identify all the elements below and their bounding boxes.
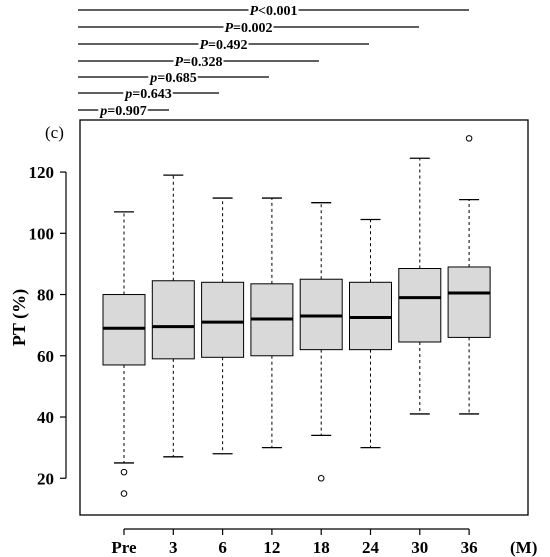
x-tick-label: 6 (218, 538, 227, 557)
x-axis: Pre 3 6 12 18 24 30 36 (111, 528, 478, 557)
comparison-12: p=0.685 (78, 71, 269, 86)
iqr-box (151, 280, 195, 360)
x-tick-label: 3 (169, 538, 178, 557)
p-value-label: P<0.001 (249, 4, 297, 19)
y-tick-label: 100 (29, 224, 55, 243)
box-24 (349, 218, 392, 449)
box-30 (398, 157, 442, 415)
x-tick-label: 12 (263, 538, 280, 557)
iqr-box (349, 281, 392, 351)
iqr-box (398, 268, 442, 343)
box-3 (151, 174, 195, 458)
x-tick-label: 24 (362, 538, 380, 557)
box-36 (447, 135, 491, 415)
p-value-label: p=0.643 (124, 87, 171, 102)
p-value-bg (223, 23, 274, 34)
comparison-6: p=0.643 (78, 87, 219, 102)
y-tick-label: 40 (37, 408, 54, 427)
outlier-point (317, 474, 325, 482)
comparison-lines: P<0.001 P=0.002 P=0.492 P=0.328p=0.685p=0.6… (78, 4, 469, 119)
iqr-box (102, 294, 146, 366)
p-value-label: p=0.907 (99, 104, 146, 119)
p-value-bg (98, 106, 148, 117)
iqr-box (447, 266, 491, 338)
p-value-bg (248, 6, 299, 17)
x-tick-label: 30 (411, 538, 428, 557)
p-value-label: P=0.328 (174, 55, 222, 70)
box-12 (250, 197, 294, 449)
y-tick-label: 120 (29, 163, 55, 182)
y-tick-label: 20 (37, 469, 54, 488)
x-tick-label: Pre (111, 538, 137, 557)
comparison-18: P=0.328 (78, 55, 319, 70)
panel-label: (c) (45, 123, 64, 142)
y-tick-label: 80 (37, 286, 54, 305)
comparison-3: p=0.907 (78, 104, 169, 119)
plot-frame (79, 119, 529, 516)
outlier-point (120, 468, 128, 476)
comparison-24: P=0.492 (78, 38, 369, 53)
y-axis-label: PT (%) (9, 289, 30, 346)
outlier-point (120, 490, 128, 497)
x-axis-unit: (M) (510, 538, 537, 557)
x-tick-label: 18 (313, 538, 330, 557)
p-value-bg (123, 89, 173, 100)
x-tick-label: 36 (461, 538, 478, 557)
boxes (102, 135, 491, 497)
box-6 (201, 197, 245, 455)
p-value-label: P=0.002 (224, 21, 272, 36)
iqr-box (299, 278, 343, 351)
p-value-bg (173, 57, 224, 68)
y-axis: 20 40 60 80 100 120 (29, 163, 67, 488)
iqr-box (201, 281, 245, 358)
p-value-bg (198, 40, 249, 51)
comparison-36: P<0.001 (78, 4, 469, 19)
box-Pre (102, 211, 146, 497)
comparison-30: P=0.002 (78, 21, 419, 36)
p-value-label: P=0.492 (199, 38, 247, 53)
p-value-label: p=0.685 (149, 71, 196, 86)
box-18 (299, 202, 343, 482)
outlier-point (465, 135, 473, 142)
y-tick-label: 60 (37, 347, 54, 366)
p-value-bg (148, 73, 198, 84)
